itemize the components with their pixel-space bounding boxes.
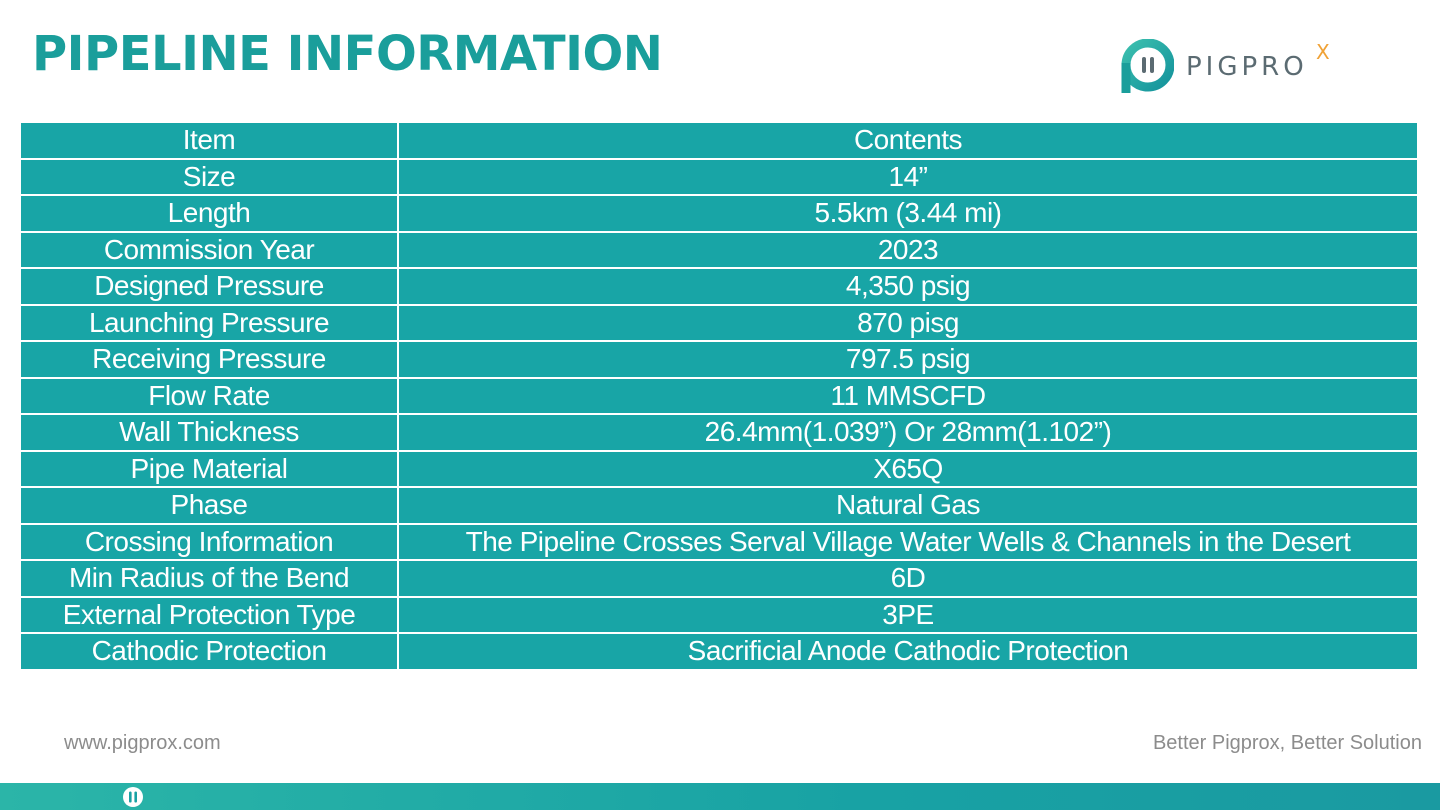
footer-website: www.pigprox.com [64,732,221,754]
cell-item: Phase [19,486,399,525]
cell-contents: 4,350 psig [397,267,1419,306]
bottom-bar [0,783,1440,810]
cell-item: Launching Pressure [19,303,399,342]
pigprox-logo-icon [1121,39,1174,93]
cell-item: Commission Year [19,230,399,269]
cell-contents: 797.5 psig [397,340,1419,379]
cell-item: Crossing Information [19,522,399,561]
cell-item: Min Radius of the Bend [19,559,399,598]
cell-contents: 2023 [397,230,1419,269]
cell-item: Cathodic Protection [19,632,399,671]
table-row: Cathodic Protection Sacrificial Anode Cat… [19,632,1419,671]
table-row: Min Radius of the Bend 6D [19,559,1419,598]
pigprox-mark-icon [123,787,143,807]
cell-item: Pipe Material [19,449,399,488]
cell-item: Flow Rate [19,376,399,415]
table-row: Commission Year 2023 [19,230,1419,269]
footer-tagline: Better Pigprox, Better Solution [1152,732,1422,754]
cell-item: Receiving Pressure [19,340,399,379]
table-row: Pipe Material X65Q [19,449,1419,488]
cell-item: Designed Pressure [19,267,399,306]
cell-contents: 870 pisg [397,303,1419,342]
cell-contents: 6D [397,559,1419,598]
pigprox-logo: PIGPRO X [1120,38,1330,96]
cell-contents: 11 MMSCFD [397,376,1419,415]
table-row: Wall Thickness 26.4mm(1.039”) Or 28mm(1.1… [19,413,1419,452]
cell-item: Length [19,194,399,233]
table-row: Length 5.5km (3.44 mi) [19,194,1419,233]
header-contents: Contents [397,121,1419,160]
table-row: Launching Pressure 870 pisg [19,303,1419,342]
cell-contents: X65Q [397,449,1419,488]
cell-item: External Protection Type [19,595,399,634]
logo-superscript: X [1316,40,1330,64]
cell-contents: 14” [397,157,1419,196]
cell-contents: 3PE [397,595,1419,634]
logo-text: PIGPRO X [1186,40,1330,82]
cell-item: Size [19,157,399,196]
cell-contents: Sacrificial Anode Cathodic Protection [397,632,1419,671]
cell-contents: The Pipeline Crosses Serval Village Wate… [397,522,1419,561]
cell-contents: 26.4mm(1.039”) Or 28mm(1.102”) [397,413,1419,452]
table-row: Size 14” [19,157,1419,196]
header-item: Item [19,121,399,160]
page-title: PIPELINE INFORMATION [32,26,663,82]
cell-item: Wall Thickness [19,413,399,452]
cell-contents: 5.5km (3.44 mi) [397,194,1419,233]
pipeline-info-table: Item Contents Size 14” Length 5.5km (3.44 m… [19,121,1419,671]
table-row: Crossing Information The Pipeline Crosses… [19,522,1419,561]
table-row: Phase Natural Gas [19,486,1419,525]
table-row: Flow Rate 11 MMSCFD [19,376,1419,415]
cell-contents: Natural Gas [397,486,1419,525]
table-header-row: Item Contents [19,121,1419,160]
table-row: External Protection Type 3PE [19,595,1419,634]
table-row: Designed Pressure 4,350 psig [19,267,1419,306]
table-row: Receiving Pressure 797.5 psig [19,340,1419,379]
